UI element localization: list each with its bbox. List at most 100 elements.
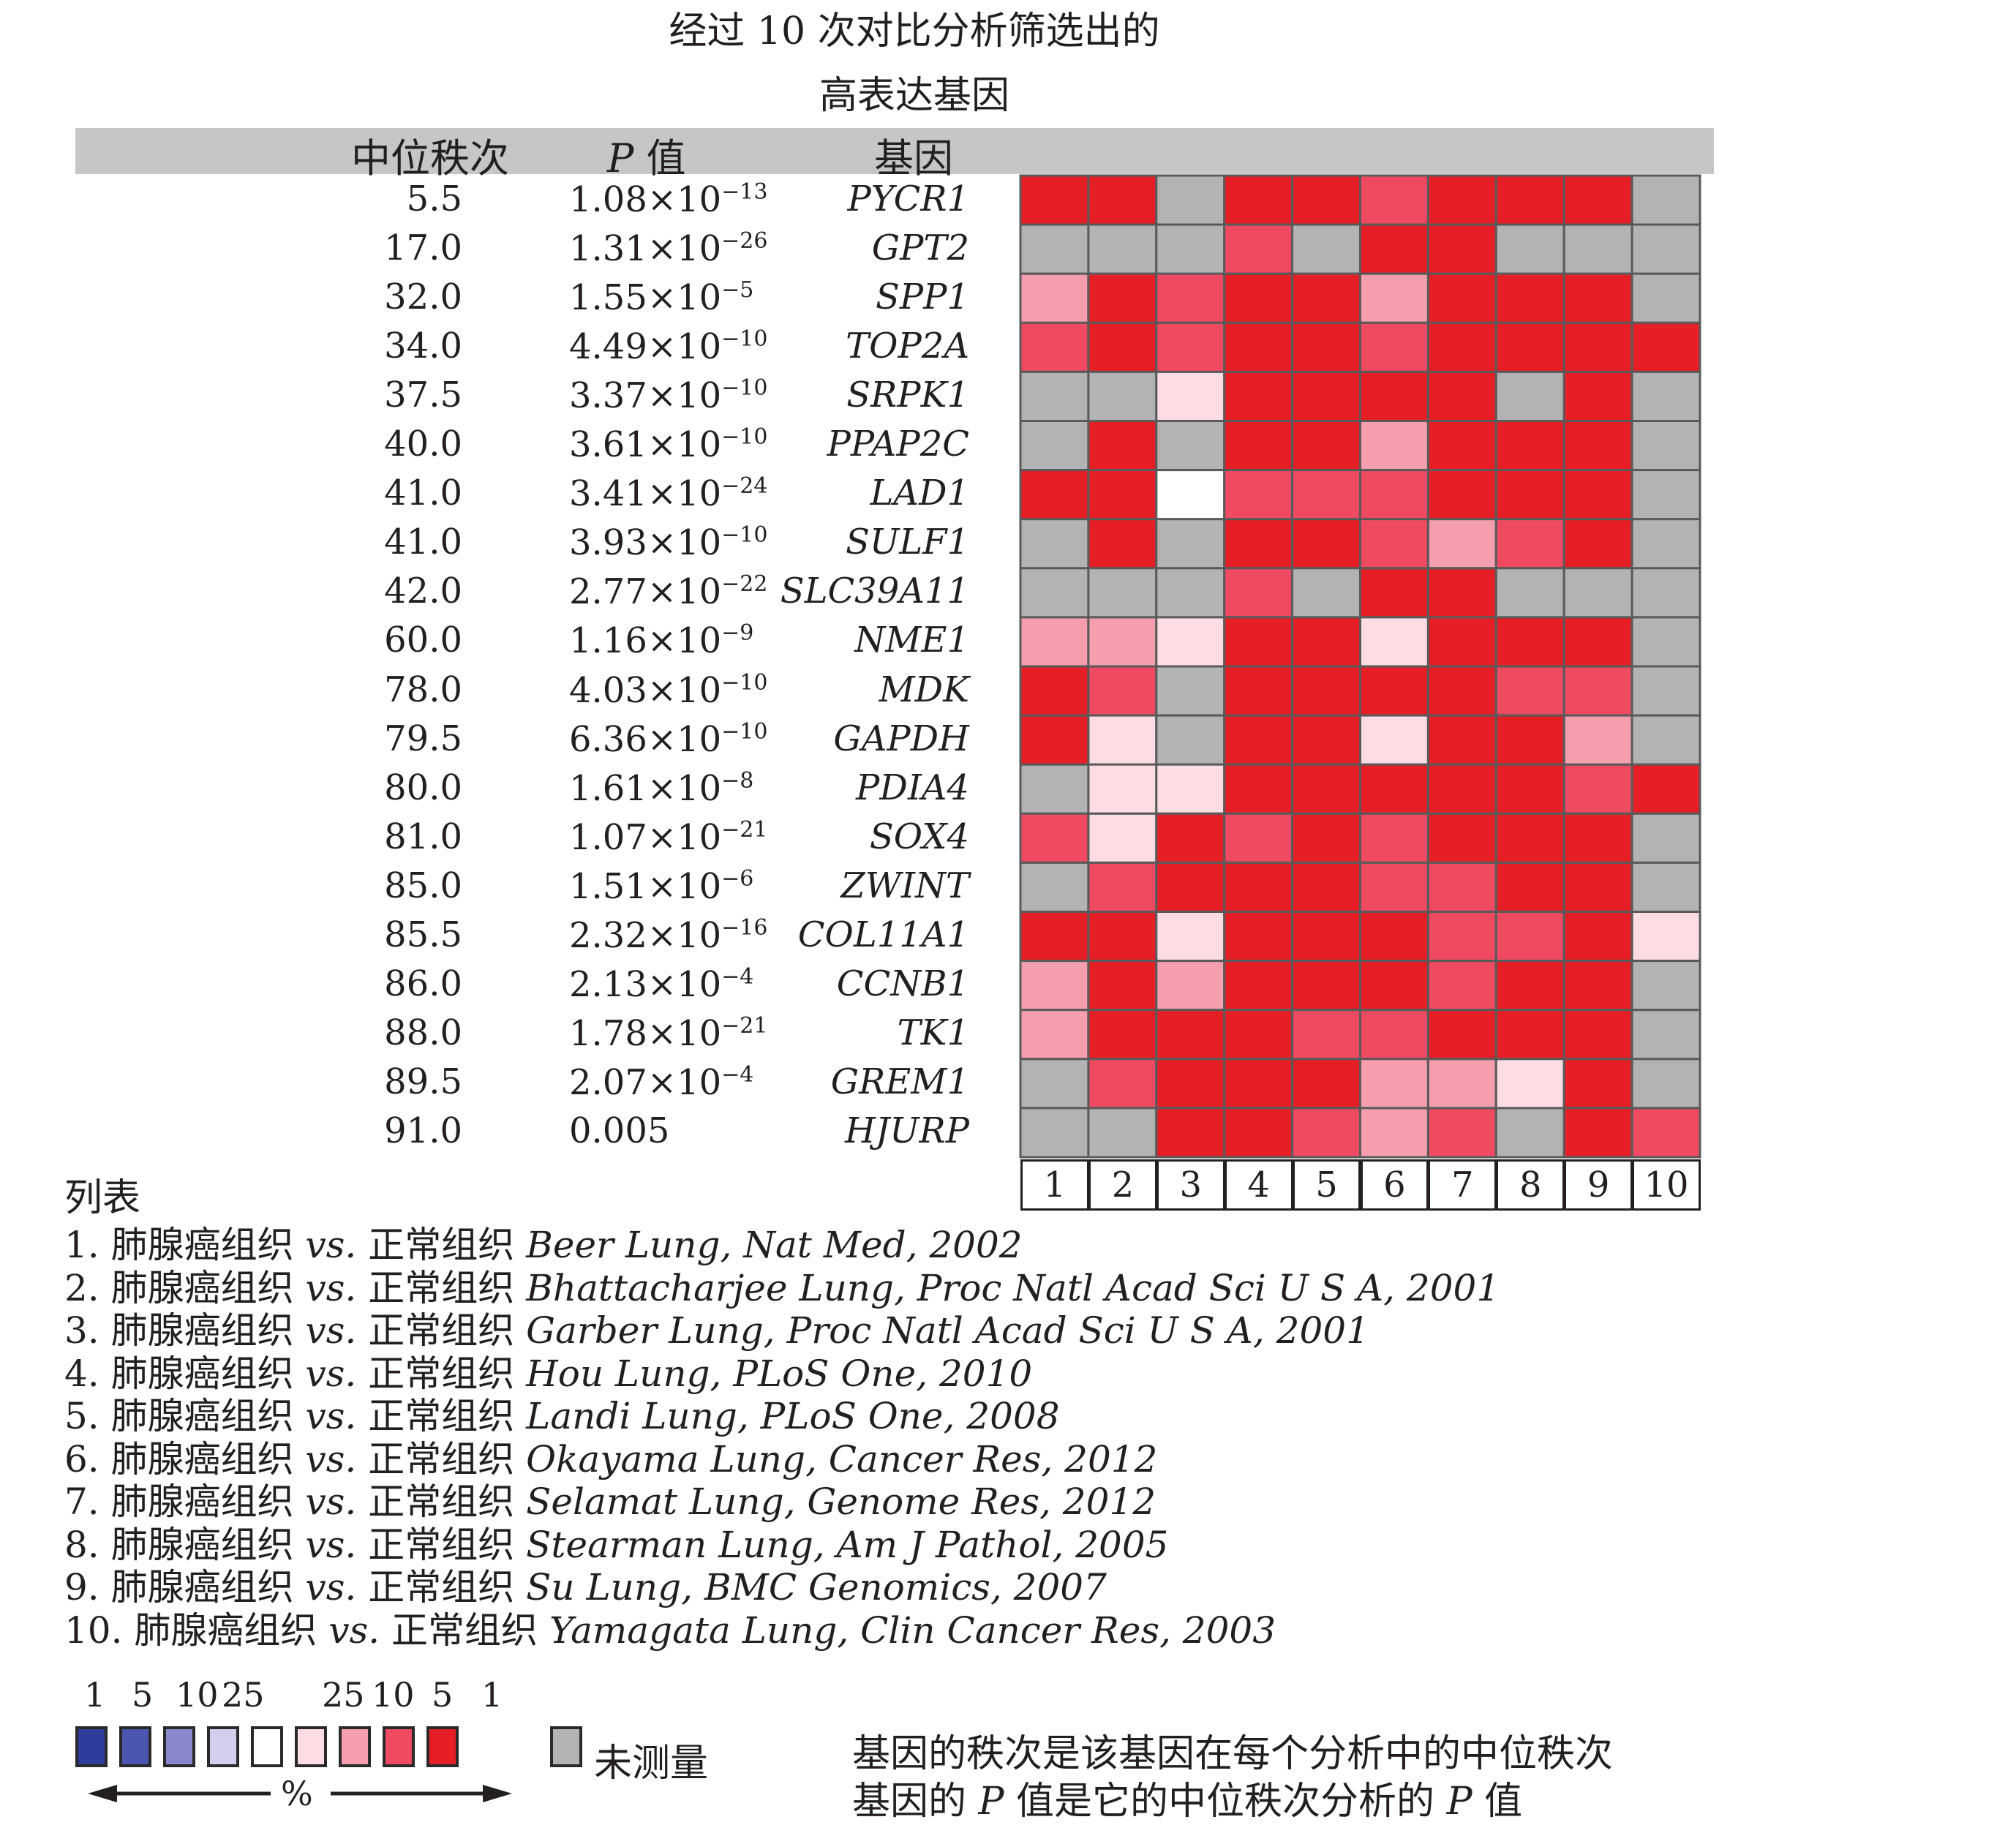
heatmap-cell xyxy=(1291,174,1361,226)
heatmap-cell xyxy=(1359,518,1429,570)
heatmap-cell xyxy=(1019,1058,1090,1110)
heatmap-cell xyxy=(1562,960,1633,1012)
heatmap-cell xyxy=(1562,567,1633,619)
p-mantissa: 2.32×10 xyxy=(569,915,722,957)
dataset-n: 2. xyxy=(64,1266,111,1309)
dataset-list-item: 1. 肺腺癌组织 vs. 正常组织 Beer Lung, Nat Med, 20… xyxy=(64,1216,1023,1268)
dataset-vs: vs. xyxy=(305,1437,357,1480)
heatmap-cell xyxy=(1087,567,1158,619)
dataset-cn2: 正常组织 xyxy=(356,1395,527,1437)
heatmap-cell xyxy=(1019,763,1090,815)
legend-number: 25 xyxy=(322,1675,365,1715)
legend-swatch xyxy=(207,1726,239,1767)
row-gene: GREM1 xyxy=(830,1061,969,1103)
heatmap-cell xyxy=(1359,911,1429,963)
heatmap-column-label: 9 xyxy=(1564,1159,1633,1211)
heatmap-cell xyxy=(1223,861,1294,914)
p-mantissa: 1.61×10 xyxy=(569,767,722,809)
dataset-vs: vs. xyxy=(305,1309,357,1352)
left-arrow-head xyxy=(88,1785,117,1802)
heatmap-cell xyxy=(1494,665,1565,717)
row-p-value: 1.78×10−21 xyxy=(569,1015,767,1052)
row-rank: 17.0 xyxy=(384,227,462,268)
heatmap-cell xyxy=(1155,223,1226,275)
heatmap-cell xyxy=(1019,1009,1090,1061)
p-exponent: −8 xyxy=(721,767,754,794)
row-p-value: 2.07×10−4 xyxy=(569,1062,754,1101)
legend-swatch xyxy=(163,1726,195,1767)
p-exponent: −10 xyxy=(721,718,768,745)
p-exponent: −26 xyxy=(721,227,768,254)
heatmap-cell xyxy=(1019,469,1090,521)
dataset-n: 8. xyxy=(64,1523,111,1566)
heatmap-cell xyxy=(1562,469,1633,521)
dataset-cn: 肺腺癌组织 xyxy=(110,1480,306,1523)
heatmap-cell xyxy=(1019,321,1090,373)
heatmap-cell xyxy=(1155,960,1226,1012)
note-p-value: 基因的 P 值是它的中位秩次分析的 P 值 xyxy=(852,1770,1522,1825)
row-rank: 91.0 xyxy=(384,1110,462,1152)
heatmap-cell xyxy=(1019,223,1090,275)
heatmap-cell xyxy=(1155,861,1226,914)
heatmap-cell xyxy=(1426,370,1497,422)
note-rank: 基因的秩次是该基因在每个分析中的中位秩次 xyxy=(852,1732,1614,1776)
dataset-vs: vs. xyxy=(305,1395,357,1437)
dataset-cn2: 正常组织 xyxy=(356,1266,527,1309)
dataset-cn: 肺腺癌组织 xyxy=(110,1566,306,1608)
p-mantissa: 1.51×10 xyxy=(569,865,722,907)
heatmap-cell xyxy=(1291,616,1361,668)
note-p-letter: P xyxy=(978,1780,1004,1824)
p-mantissa: 1.31×10 xyxy=(569,227,722,269)
heatmap-cell xyxy=(1426,763,1497,815)
dataset-vs: vs. xyxy=(305,1352,357,1395)
row-p-value: 6.36×10−10 xyxy=(569,718,768,757)
heatmap-cell xyxy=(1291,812,1361,864)
row-p-value: 4.03×10−10 xyxy=(569,671,767,708)
row-p-value: 4.49×10−10 xyxy=(569,328,767,364)
heatmap-cell xyxy=(1359,616,1429,668)
heatmap-cell xyxy=(1426,665,1497,717)
heatmap-cell xyxy=(1631,272,1701,324)
heatmap-cell xyxy=(1631,960,1701,1012)
row-rank: 85.0 xyxy=(384,865,462,906)
heatmap-cell xyxy=(1359,174,1429,226)
heatmap-cell xyxy=(1359,567,1429,619)
heatmap-cell xyxy=(1426,1107,1497,1159)
heatmap-cell xyxy=(1359,861,1429,914)
p-exponent: −4 xyxy=(721,1062,754,1088)
row-gene: SLC39A11 xyxy=(780,571,969,612)
dataset-ref: Su Lung, BMC Genomics, 2007 xyxy=(526,1566,1107,1608)
heatmap-cell xyxy=(1494,420,1565,472)
heatmap-cell xyxy=(1291,1107,1361,1159)
heatmap-cell xyxy=(1494,616,1565,668)
heatmap-cell xyxy=(1019,665,1090,717)
p-mantissa: 1.08×10 xyxy=(569,178,722,220)
heatmap-cell xyxy=(1087,1009,1158,1061)
dataset-list-item: 4. 肺腺癌组织 vs. 正常组织 Hou Lung, PLoS One, 20… xyxy=(64,1344,1032,1397)
dataset-vs: vs. xyxy=(305,1224,357,1266)
heatmap-cell xyxy=(1494,714,1565,766)
dataset-cn: 肺腺癌组织 xyxy=(110,1309,306,1352)
heatmap-cell xyxy=(1019,911,1090,963)
row-p-value: 3.61×10−10 xyxy=(569,426,767,463)
note-p-letter-2: P xyxy=(1446,1780,1472,1824)
heatmap-cell xyxy=(1426,567,1497,619)
heatmap-cell xyxy=(1494,321,1565,373)
row-gene: LAD1 xyxy=(870,473,969,514)
heatmap-cell xyxy=(1562,518,1633,570)
heatmap-cell xyxy=(1562,861,1633,914)
dataset-ref: Hou Lung, PLoS One, 2010 xyxy=(526,1352,1033,1395)
row-rank: 89.5 xyxy=(384,1061,462,1103)
heatmap-cell xyxy=(1223,960,1294,1012)
dataset-cn: 肺腺癌组织 xyxy=(110,1352,306,1395)
heatmap-cell xyxy=(1155,911,1226,963)
heatmap-cell xyxy=(1223,272,1294,324)
heatmap-cell xyxy=(1087,420,1158,472)
chart-title-line1: 经过 10 次对比分析筛选出的 xyxy=(669,10,1160,53)
dataset-n: 5. xyxy=(64,1395,111,1437)
heatmap-cell xyxy=(1426,812,1497,864)
heatmap-cell xyxy=(1494,567,1565,619)
heatmap-cell xyxy=(1562,763,1633,815)
heatmap-cell xyxy=(1291,911,1361,963)
heatmap-cell xyxy=(1631,469,1701,521)
